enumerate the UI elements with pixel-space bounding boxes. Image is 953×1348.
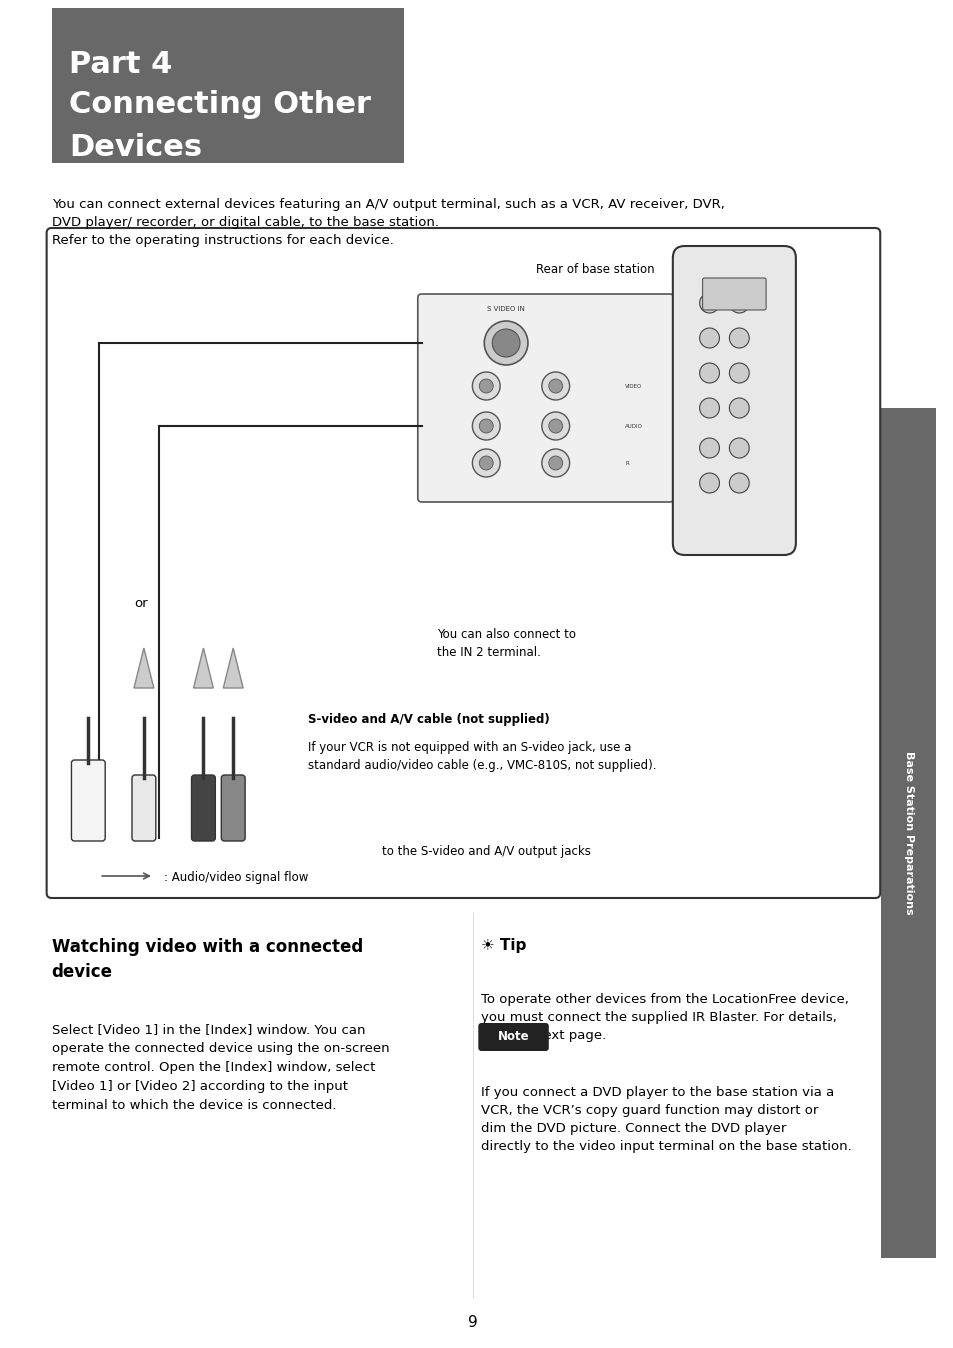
FancyBboxPatch shape bbox=[47, 228, 880, 898]
Circle shape bbox=[699, 398, 719, 418]
Text: You can connect external devices featuring an A/V output terminal, such as a VCR: You can connect external devices featuri… bbox=[51, 198, 723, 247]
Circle shape bbox=[729, 293, 748, 313]
FancyBboxPatch shape bbox=[477, 1023, 548, 1051]
Text: ☀ Tip: ☀ Tip bbox=[481, 938, 526, 953]
Circle shape bbox=[548, 419, 562, 433]
Circle shape bbox=[478, 419, 493, 433]
Circle shape bbox=[699, 473, 719, 493]
Text: 9: 9 bbox=[468, 1316, 477, 1330]
Text: IN 2: IN 2 bbox=[549, 373, 561, 377]
Circle shape bbox=[472, 412, 499, 439]
Text: Part 4: Part 4 bbox=[70, 50, 172, 80]
Text: Base Station Preparations: Base Station Preparations bbox=[902, 751, 913, 915]
Text: AUDIO: AUDIO bbox=[624, 423, 642, 429]
Text: Select [Video 1] in the [Index] window. You can
operate the connected device usi: Select [Video 1] in the [Index] window. … bbox=[51, 1023, 389, 1112]
FancyBboxPatch shape bbox=[221, 775, 245, 841]
Circle shape bbox=[548, 456, 562, 470]
Text: Note: Note bbox=[497, 1030, 529, 1043]
Circle shape bbox=[729, 398, 748, 418]
Text: Devices: Devices bbox=[70, 133, 202, 162]
FancyBboxPatch shape bbox=[51, 8, 403, 163]
Circle shape bbox=[699, 363, 719, 383]
Text: VIDEO: VIDEO bbox=[624, 383, 641, 388]
Circle shape bbox=[541, 412, 569, 439]
Text: Connecting Other: Connecting Other bbox=[70, 90, 371, 119]
Text: : Audio/video signal flow: : Audio/video signal flow bbox=[164, 872, 308, 884]
Text: To operate other devices from the LocationFree device,
you must connect the supp: To operate other devices from the Locati… bbox=[481, 993, 848, 1042]
Circle shape bbox=[699, 293, 719, 313]
FancyBboxPatch shape bbox=[192, 775, 215, 841]
Circle shape bbox=[729, 438, 748, 458]
Bar bbox=[881, 408, 935, 1258]
Polygon shape bbox=[133, 648, 153, 687]
Polygon shape bbox=[223, 648, 243, 687]
Text: Watching video with a connected
device: Watching video with a connected device bbox=[51, 938, 362, 981]
Circle shape bbox=[472, 449, 499, 477]
Circle shape bbox=[548, 379, 562, 394]
Circle shape bbox=[541, 372, 569, 400]
Circle shape bbox=[729, 328, 748, 348]
Text: to the S-video and A/V output jacks: to the S-video and A/V output jacks bbox=[381, 844, 590, 857]
Text: If you connect a DVD player to the base station via a
VCR, the VCR’s copy guard : If you connect a DVD player to the base … bbox=[481, 1086, 851, 1153]
Circle shape bbox=[484, 321, 527, 365]
Circle shape bbox=[699, 328, 719, 348]
FancyBboxPatch shape bbox=[132, 775, 155, 841]
Circle shape bbox=[478, 379, 493, 394]
Circle shape bbox=[729, 473, 748, 493]
FancyBboxPatch shape bbox=[672, 245, 795, 555]
Text: R: R bbox=[624, 461, 628, 465]
FancyBboxPatch shape bbox=[417, 294, 673, 501]
Text: IN 1: IN 1 bbox=[479, 373, 492, 377]
FancyBboxPatch shape bbox=[71, 760, 105, 841]
Text: S-video and A/V cable (not supplied): S-video and A/V cable (not supplied) bbox=[307, 713, 549, 727]
Circle shape bbox=[478, 456, 493, 470]
Text: If your VCR is not equipped with an S-video jack, use a
standard audio/video cab: If your VCR is not equipped with an S-vi… bbox=[307, 741, 656, 772]
Circle shape bbox=[729, 363, 748, 383]
Circle shape bbox=[472, 372, 499, 400]
Polygon shape bbox=[193, 648, 213, 687]
Circle shape bbox=[541, 449, 569, 477]
FancyBboxPatch shape bbox=[701, 278, 765, 310]
Text: S VIDEO IN: S VIDEO IN bbox=[487, 306, 524, 311]
Text: or: or bbox=[133, 597, 148, 609]
Circle shape bbox=[699, 438, 719, 458]
Text: You can also connect to
the IN 2 terminal.: You can also connect to the IN 2 termina… bbox=[436, 628, 575, 659]
Circle shape bbox=[492, 329, 519, 357]
Text: Rear of base station: Rear of base station bbox=[536, 263, 654, 276]
